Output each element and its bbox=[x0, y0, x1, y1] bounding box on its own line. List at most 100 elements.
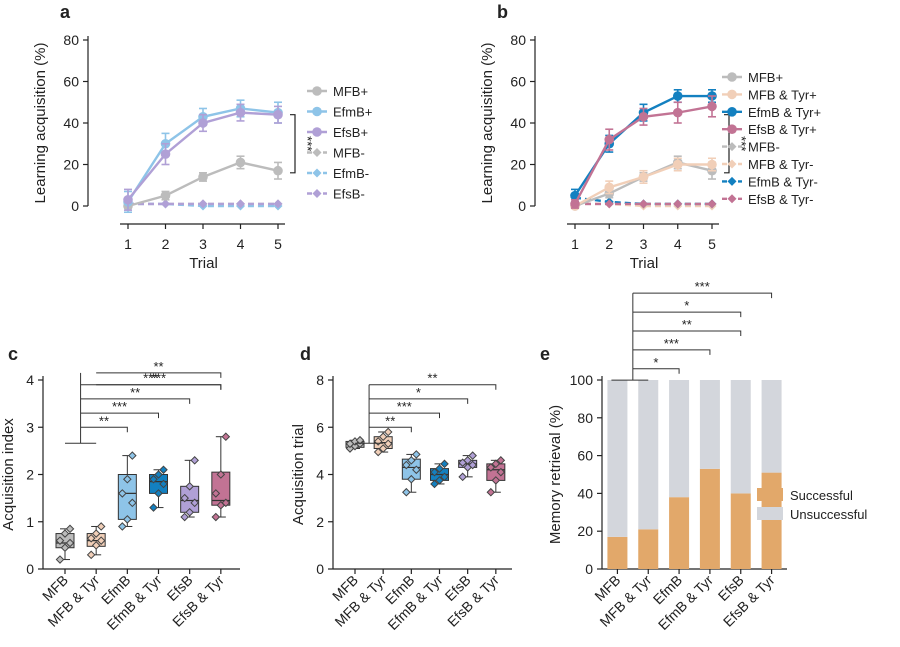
bracket-line bbox=[80, 412, 159, 419]
box-efmb-tyr bbox=[430, 459, 449, 489]
series-efsb- bbox=[123, 103, 283, 211]
panel-label: c bbox=[8, 344, 18, 364]
significance-label: ** bbox=[682, 317, 692, 332]
bracket-line bbox=[632, 368, 680, 374]
y-axis-label: Learning acquisition (%) bbox=[479, 43, 496, 204]
data-point bbox=[407, 456, 416, 465]
data-point bbox=[159, 479, 168, 489]
data-point bbox=[180, 493, 189, 503]
data-point bbox=[55, 555, 65, 564]
data-point bbox=[412, 450, 421, 459]
data-point bbox=[221, 432, 231, 442]
data-point bbox=[412, 465, 421, 475]
legend-swatch-marker bbox=[312, 148, 322, 157]
data-point bbox=[430, 479, 439, 489]
y-tick-label: 4 bbox=[26, 372, 34, 388]
x-tick-label: 2 bbox=[162, 236, 170, 252]
y-axis-label: Learning acquisition (%) bbox=[32, 43, 49, 204]
y-tick-label: 60 bbox=[577, 448, 593, 464]
legend-swatch-marker bbox=[727, 124, 737, 134]
comparison-bracket: ** bbox=[369, 371, 497, 390]
box-mfb bbox=[345, 435, 365, 453]
y-tick-label: 1 bbox=[26, 514, 34, 530]
data-point bbox=[673, 199, 683, 209]
y-tick-label: 2 bbox=[26, 467, 34, 483]
significance-label: *** bbox=[143, 371, 158, 386]
data-point bbox=[273, 199, 283, 209]
bracket-line bbox=[632, 330, 742, 336]
data-point bbox=[355, 435, 365, 445]
legend-item: EfmB+ bbox=[307, 105, 372, 120]
data-point bbox=[123, 194, 133, 205]
bracket-line bbox=[369, 384, 497, 390]
series-efmb-tyr- bbox=[570, 89, 717, 203]
legend-label: MFB+ bbox=[748, 70, 783, 85]
y-tick-label: 20 bbox=[577, 523, 593, 539]
x-tick-label: 1 bbox=[571, 236, 579, 252]
y-tick-label: 2 bbox=[316, 514, 324, 530]
data-point bbox=[486, 487, 496, 497]
x-tick-label: 3 bbox=[199, 236, 207, 252]
data-point bbox=[378, 444, 388, 453]
bracket-line bbox=[369, 398, 469, 404]
legend-item: MFB- bbox=[307, 146, 365, 161]
data-point bbox=[638, 111, 649, 122]
data-point bbox=[180, 512, 189, 522]
data-point bbox=[402, 460, 411, 470]
data-point bbox=[159, 465, 168, 475]
legend-label: MFB- bbox=[333, 146, 365, 161]
data-point bbox=[190, 456, 199, 465]
legend-swatch-marker bbox=[727, 107, 737, 117]
data-point bbox=[118, 489, 127, 498]
data-point bbox=[638, 172, 649, 182]
data-point bbox=[123, 515, 132, 524]
comparison-bracket: ** bbox=[369, 413, 412, 433]
box-efsb-tyr bbox=[486, 456, 506, 497]
significance-label: *** bbox=[695, 279, 710, 294]
x-tick-label: 5 bbox=[274, 236, 282, 252]
legend-item: EfsB+ bbox=[307, 125, 368, 140]
legend-swatch-marker bbox=[312, 189, 322, 198]
significance-bracket bbox=[724, 114, 730, 174]
data-point bbox=[378, 432, 388, 442]
significance-label: *** bbox=[300, 136, 315, 151]
significance-label: *** bbox=[664, 336, 679, 351]
bar-successful bbox=[607, 536, 628, 569]
data-point bbox=[383, 427, 393, 437]
legend-swatch-marker bbox=[727, 194, 737, 204]
data-point bbox=[198, 172, 208, 182]
legend-swatch-marker bbox=[727, 142, 737, 152]
legend-label: Unsuccessful bbox=[790, 507, 867, 522]
comparison-bracket: ** bbox=[80, 413, 128, 433]
data-point bbox=[185, 482, 194, 491]
legend-label: MFB- bbox=[748, 140, 780, 155]
data-point bbox=[273, 165, 283, 176]
data-point bbox=[435, 464, 444, 473]
y-tick-label: 40 bbox=[577, 485, 593, 501]
x-tick-label: 3 bbox=[640, 236, 648, 252]
data-point bbox=[468, 451, 477, 460]
data-point bbox=[221, 498, 231, 508]
legend-swatch bbox=[757, 507, 783, 520]
data-point bbox=[435, 476, 444, 485]
data-point bbox=[496, 467, 506, 477]
significance-label: *** bbox=[397, 399, 412, 414]
panel-label: b bbox=[497, 2, 508, 22]
x-axis-label: Trial bbox=[630, 255, 659, 272]
legend-item: EfmB & Tyr+ bbox=[722, 105, 821, 120]
data-point bbox=[65, 524, 75, 534]
y-tick-label: 60 bbox=[510, 74, 526, 90]
legend-label: EfsB & Tyr+ bbox=[748, 122, 817, 137]
data-point bbox=[672, 91, 683, 101]
data-point bbox=[96, 522, 106, 531]
bar-unsuccessful bbox=[669, 380, 690, 498]
data-point bbox=[160, 190, 171, 201]
bracket-line bbox=[96, 384, 222, 390]
data-point bbox=[383, 439, 393, 449]
data-point bbox=[55, 536, 65, 545]
data-point bbox=[91, 541, 101, 550]
significance-label: *** bbox=[151, 371, 166, 386]
legend-item: EfmB- bbox=[307, 166, 369, 181]
legend-item: MFB & Tyr+ bbox=[722, 87, 817, 102]
